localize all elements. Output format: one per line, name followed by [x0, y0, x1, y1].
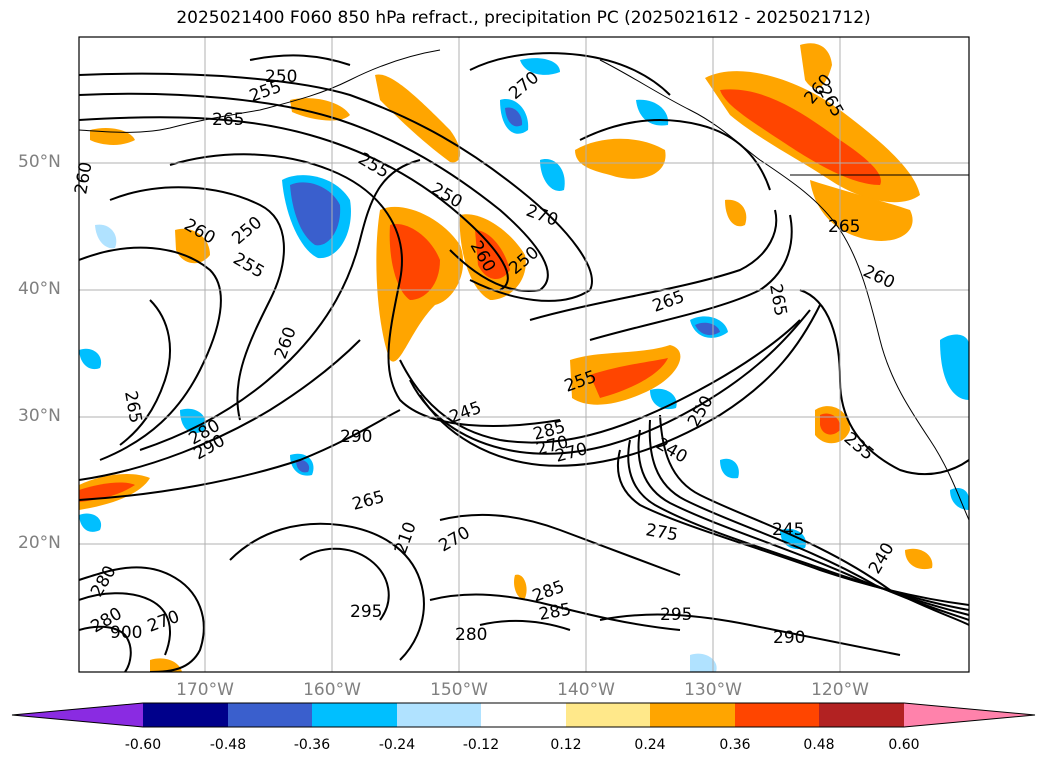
- precipitation-fill-layer: [79, 43, 969, 672]
- colorbar-tick-label: -0.24: [378, 737, 416, 753]
- colorbar-segment: [397, 703, 481, 727]
- colorbar-outline: [11, 702, 1036, 728]
- colorbar-tick-label: 0.48: [803, 737, 835, 753]
- colorbar-tick-label: 0.36: [719, 737, 751, 753]
- contour-label: 900: [110, 623, 142, 643]
- colorbar-segments: [11, 702, 1036, 728]
- colorbar-segment: [735, 703, 819, 727]
- contour-label: 295: [350, 602, 382, 622]
- colorbar-segment: [566, 703, 650, 727]
- colorbar-tick-label: -0.12: [462, 737, 500, 753]
- colorbar-segment: [312, 703, 397, 727]
- refractivity-contour-layer: [79, 52, 969, 672]
- contour-label: 290: [773, 628, 805, 648]
- colorbar: [11, 702, 1036, 728]
- colorbar-tick-label: 0.12: [550, 737, 582, 753]
- contour-label: 295: [660, 605, 692, 625]
- colorbar-segment: [650, 703, 735, 727]
- colorbar-segment: [143, 703, 228, 727]
- contour-label: 290: [340, 427, 372, 447]
- colorbar-tick-label: -0.60: [124, 737, 162, 753]
- graticule: [79, 37, 969, 672]
- contour-label: 265: [828, 217, 860, 237]
- latitude-label-50n: 50°N: [18, 152, 61, 172]
- contour-label: 265: [212, 110, 244, 130]
- colorbar-segment: [12, 703, 143, 727]
- contour-label: 250: [265, 67, 297, 87]
- longitude-label-150w: 150°W: [430, 680, 488, 700]
- longitude-label-160w: 160°W: [303, 680, 361, 700]
- longitude-label-170w: 170°W: [176, 680, 234, 700]
- colorbar-tick-label: 0.60: [888, 737, 920, 753]
- longitude-label-120w: 120°W: [811, 680, 869, 700]
- colorbar-segment: [819, 703, 904, 727]
- latitude-label-40n: 40°N: [18, 279, 61, 299]
- colorbar-segment: [904, 703, 1035, 727]
- contour-label: 280: [455, 625, 487, 645]
- longitude-label-140w: 140°W: [557, 680, 615, 700]
- colorbar-segment: [481, 703, 566, 727]
- map-frame: [78, 36, 970, 673]
- longitude-label-130w: 130°W: [684, 680, 742, 700]
- latitude-label-30n: 30°N: [18, 406, 61, 426]
- contour-label: 245: [772, 520, 804, 540]
- latitude-label-20n: 20°N: [18, 533, 61, 553]
- map-title: 2025021400 F060 850 hPa refract., precip…: [176, 8, 871, 28]
- colorbar-tick-label: -0.48: [209, 737, 247, 753]
- colorbar-tick-label: -0.36: [293, 737, 331, 753]
- colorbar-segment: [228, 703, 312, 727]
- colorbar-tick-label: 0.24: [634, 737, 666, 753]
